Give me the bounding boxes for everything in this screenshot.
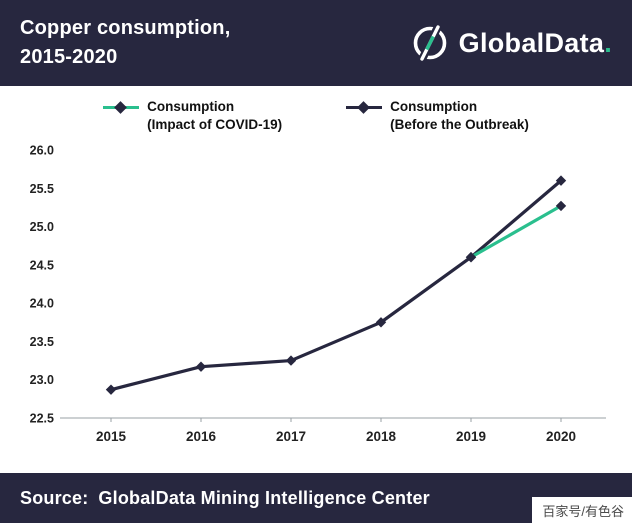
diamond-marker-icon [114,100,127,114]
globaldata-logo-icon [413,25,446,61]
chart-legend: Consumption (Impact of COVID-19) Consump… [0,86,632,136]
page-title: Copper consumption, 2015-2020 [20,14,230,72]
consumption-line-chart: 22.5 23.0 23.5 24.0 24.5 25.0 25.5 26.0 2015 2016… [30,144,606,444]
svg-text:25.5: 25.5 [30,182,54,196]
watermark: 百家号/有色谷 [532,497,632,523]
legend-label-line1: Consumption [390,99,478,114]
legend-label-line1: Consumption [147,99,235,114]
legend-item-covid: Consumption (Impact of COVID-19) [103,98,282,136]
legend-label: Consumption (Impact of COVID-19) [147,98,282,136]
legend-label-line2: (Before the Outbreak) [390,116,529,132]
svg-text:25.0: 25.0 [30,220,54,234]
svg-text:2020: 2020 [546,429,576,444]
svg-text:2018: 2018 [366,429,397,444]
page-title-line2: 2015-2020 [20,46,118,68]
chart-area: 22.5 23.0 23.5 24.0 24.5 25.0 25.5 26.0 2015 2016… [0,136,632,468]
globaldata-logo-text: GlobalData. [459,28,612,59]
svg-text:23.5: 23.5 [30,335,54,349]
legend-label-line2: (Impact of COVID-19) [147,116,283,132]
source-text: GlobalData Mining Intelligence Center [98,487,430,508]
source-bar: Source: GlobalData Mining Intelligence C… [0,473,632,523]
page-title-line1: Copper consumption, [20,17,231,39]
diamond-marker-icon [357,100,370,114]
svg-text:2017: 2017 [276,429,306,444]
legend-item-before-outbreak: Consumption (Before the Outbreak) [346,98,529,136]
brand-period: . [604,27,612,58]
legend-label: Consumption (Before the Outbreak) [390,98,529,136]
brand-name: GlobalData [458,27,605,58]
header-bar: Copper consumption, 2015-2020 GlobalData… [0,0,632,86]
svg-text:23.0: 23.0 [30,373,54,387]
legend-marker-before-outbreak [346,100,383,115]
svg-text:26.0: 26.0 [30,144,54,158]
svg-text:24.5: 24.5 [30,258,54,272]
svg-text:2016: 2016 [186,429,217,444]
legend-marker-covid [103,100,140,115]
svg-text:24.0: 24.0 [30,297,54,311]
svg-text:2015: 2015 [96,429,127,444]
svg-text:2019: 2019 [456,429,486,444]
globaldata-logo: GlobalData. [410,23,612,63]
svg-text:22.5: 22.5 [30,412,54,426]
source-label: Source: [20,487,89,508]
